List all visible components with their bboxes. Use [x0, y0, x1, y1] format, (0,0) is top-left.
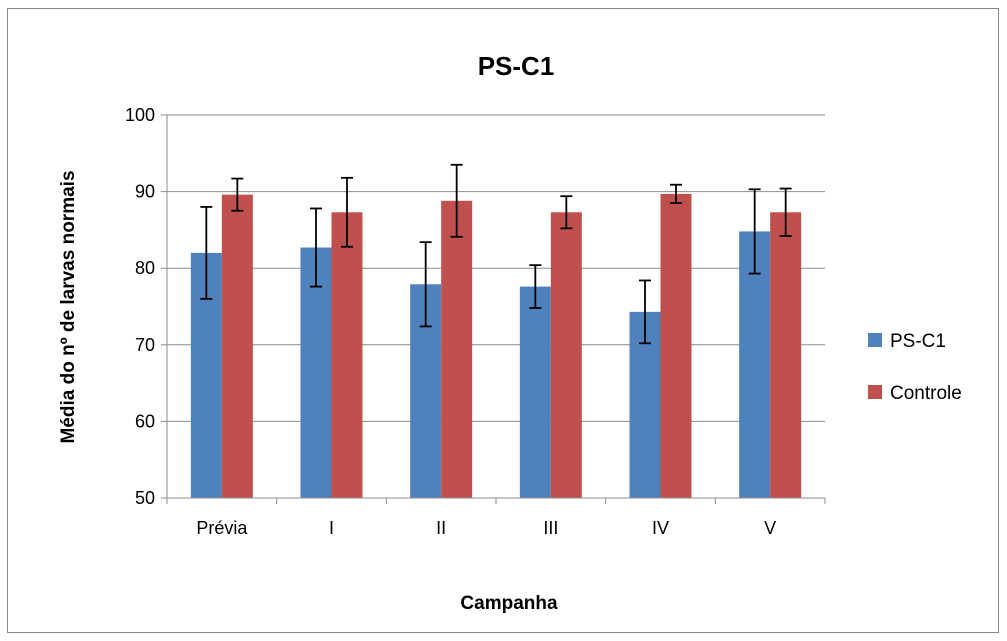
bar-ps-c1	[739, 231, 771, 498]
chart-frame: PS-C1 50 60 70 80 90 100 Prévia I II III IV V Campa…	[7, 8, 999, 633]
bar-controle	[660, 193, 692, 498]
x-tick-label: V	[764, 518, 776, 538]
bar-ps-c1	[519, 286, 551, 498]
x-tick-label: IV	[652, 518, 669, 538]
legend-swatch	[868, 385, 882, 399]
x-tick-label: Prévia	[196, 518, 248, 538]
gridlines	[167, 114, 825, 422]
x-tick-label: I	[329, 518, 334, 538]
x-axis-title: Campanha	[460, 593, 558, 614]
y-tick-label: 80	[135, 258, 155, 278]
bars	[190, 193, 802, 499]
bar-controle	[550, 212, 582, 499]
y-tick-label: 90	[135, 182, 155, 202]
legend: PS-C1 Controle	[868, 331, 962, 404]
chart-title: PS-C1	[478, 51, 555, 81]
bar-controle	[770, 212, 802, 499]
y-tick-label: 50	[135, 488, 155, 508]
y-axis-title: Média do nº de larvas normais	[58, 170, 79, 443]
y-tick-label: 100	[125, 105, 155, 125]
y-tick-label: 70	[135, 335, 155, 355]
legend-label: Controle	[890, 383, 962, 404]
bar-controle	[221, 194, 253, 498]
legend-label: PS-C1	[890, 331, 946, 352]
legend-swatch	[868, 333, 882, 347]
y-tick-label: 60	[135, 411, 155, 431]
bar-controle	[331, 212, 363, 499]
bar-controle	[441, 200, 473, 499]
bar-ps-c1	[300, 247, 332, 498]
error-bars	[200, 163, 792, 345]
x-tick-label: III	[543, 518, 558, 538]
x-tick-label: II	[436, 518, 446, 538]
